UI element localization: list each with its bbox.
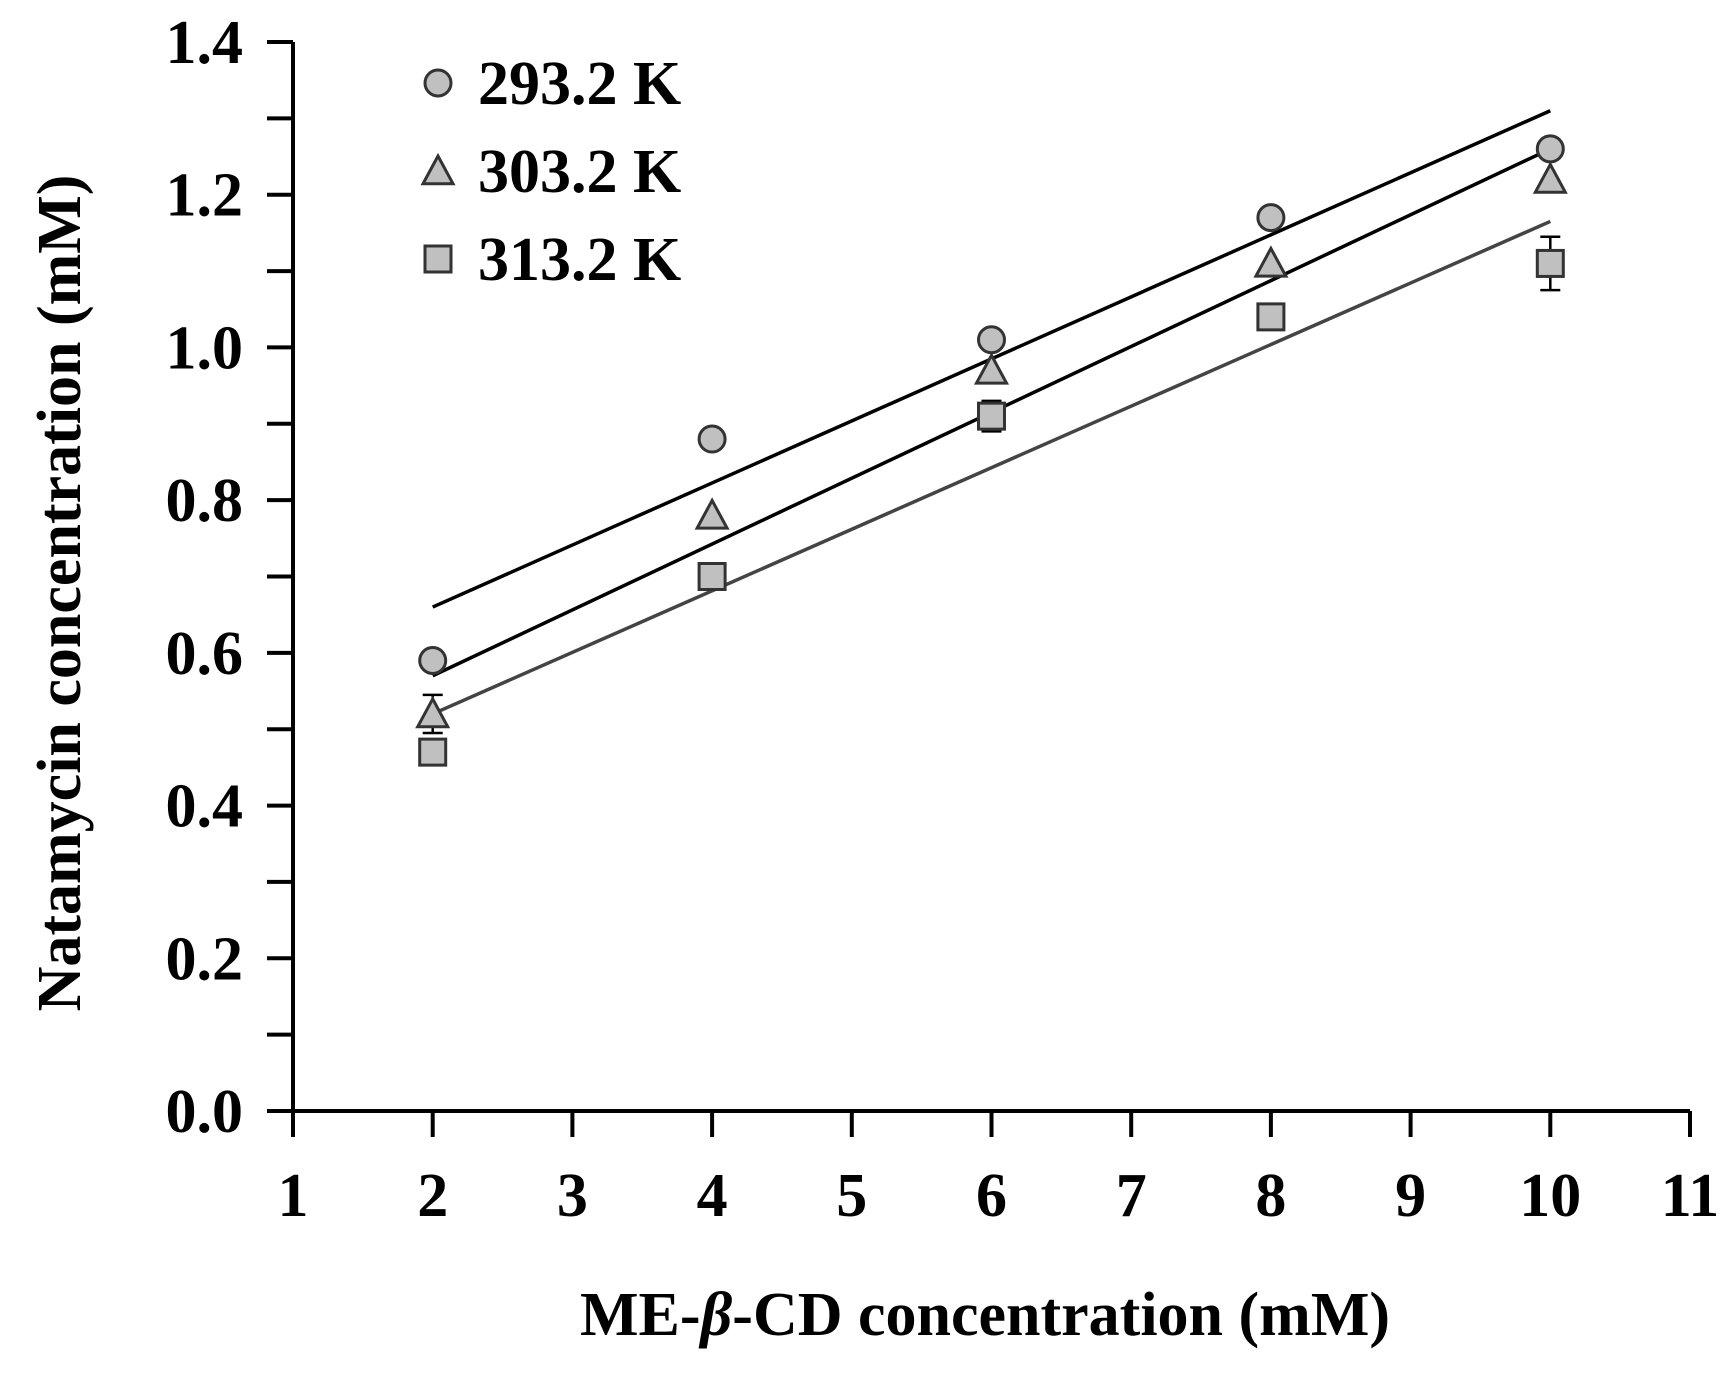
legend-marker-square [423, 244, 453, 274]
legend: 293.2 K 303.2 K 313.2 K [420, 50, 681, 294]
legend-label: 293.2 K [478, 50, 681, 118]
x-tick-label: 6 [976, 1162, 1007, 1230]
data-point-square [1535, 248, 1565, 278]
x-tick-label: 1 [278, 1162, 309, 1230]
fit-line-3132K [431, 219, 1552, 716]
data-point-triangle [1532, 161, 1568, 194]
data-point-triangle [694, 497, 730, 530]
data-point-circle [418, 645, 448, 675]
legend-marker-circle [423, 68, 453, 98]
data-point-circle [697, 424, 727, 454]
y-tick-label: 0.6 [166, 620, 244, 688]
x-axis-title: ME-β-CD concentration (mM) [580, 1281, 1390, 1349]
data-points [415, 134, 1568, 767]
data-point-square [1256, 302, 1286, 332]
legend-item: 303.2 K [420, 138, 681, 206]
data-point-square [418, 737, 448, 767]
x-tick-label: 7 [1116, 1162, 1147, 1230]
data-point-square [697, 562, 727, 591]
error-bars [422, 235, 1561, 735]
x-tick-label: 11 [1661, 1162, 1720, 1230]
data-point-triangle [973, 352, 1010, 385]
y-tick-label: 0.2 [166, 925, 244, 993]
y-tick-label: 0.4 [166, 773, 244, 841]
x-tick-label: 3 [557, 1162, 588, 1230]
x-tick-label: 4 [697, 1162, 728, 1230]
data-point-triangle [415, 695, 451, 729]
legend-item: 313.2 K [423, 226, 681, 294]
y-tick-label: 1.0 [166, 314, 244, 382]
data-point-circle [1535, 134, 1565, 164]
legend-label: 313.2 K [478, 226, 681, 294]
x-tick-label: 8 [1255, 1162, 1286, 1230]
data-point-circle [1256, 203, 1286, 233]
y-tick-label: 0.8 [166, 467, 244, 535]
data-point-triangle [1253, 245, 1289, 278]
data-point-circle [977, 325, 1006, 355]
x-tick-label: 2 [417, 1162, 448, 1230]
legend-label: 303.2 K [478, 138, 681, 206]
y-tick-label: 1.4 [166, 9, 244, 77]
legend-marker-triangle [420, 152, 456, 186]
y-tick-label: 1.2 [166, 162, 244, 230]
x-tick-label: 5 [836, 1162, 867, 1230]
legend-item: 293.2 K [423, 50, 681, 118]
x-tick-label: 10 [1519, 1162, 1581, 1230]
x-tick-label: 9 [1395, 1162, 1426, 1230]
y-axis-title: Natamycin concentration (mM) [26, 175, 94, 1012]
axes: 1 2 3 4 5 6 7 8 9 10 11 0.0 0.2 0.4 0.6 0.8 1.0 1.2 1.4 [166, 9, 1720, 1230]
data-point-square [977, 401, 1006, 431]
y-tick-label: 0.0 [166, 1078, 244, 1146]
